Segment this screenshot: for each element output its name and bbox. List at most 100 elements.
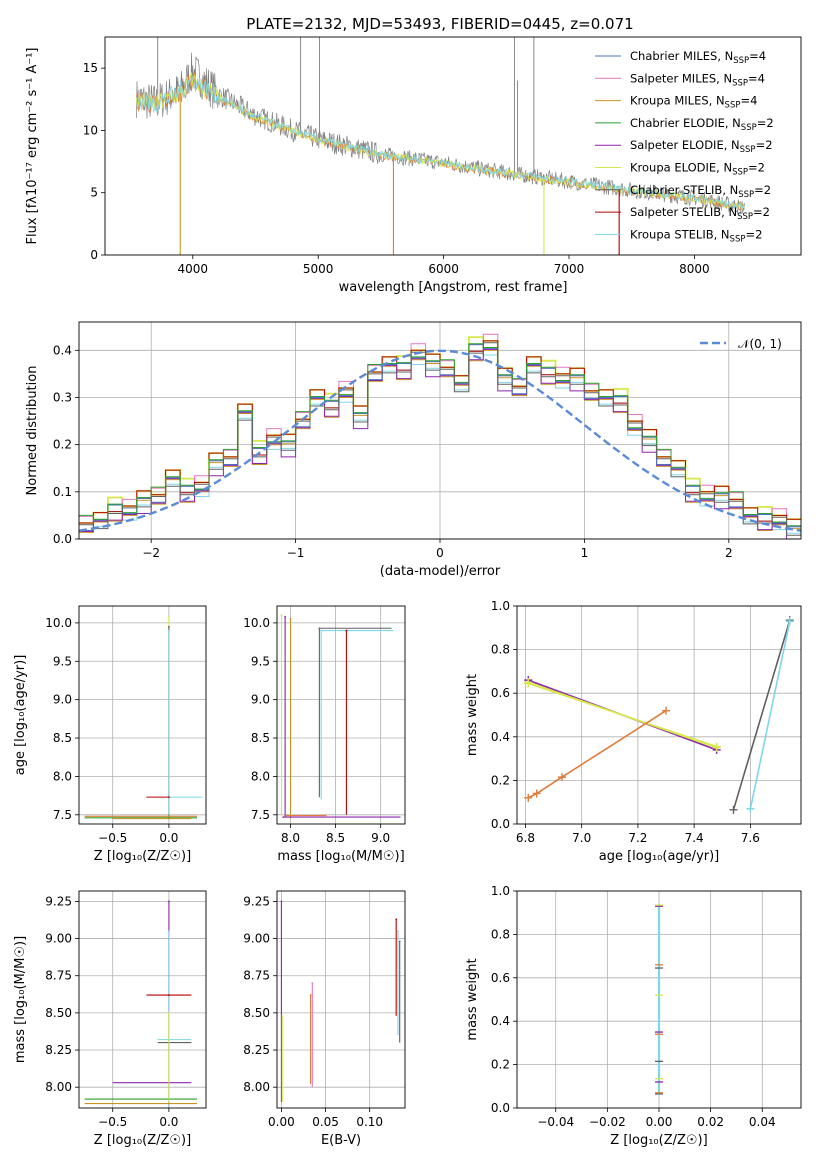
legend-label: Kroupa STELIB, NSSP=2 <box>630 227 762 244</box>
data-point <box>168 615 170 618</box>
legend-label-text: Kroupa MILES, N <box>630 94 725 108</box>
gaussian-reference-curve <box>79 349 801 532</box>
x-tick-label: 5000 <box>303 262 334 276</box>
x-tick-label: 8.0 <box>281 831 300 845</box>
data-point <box>168 625 170 628</box>
plus-marker <box>557 773 566 782</box>
spectrum-plot-area <box>135 37 745 255</box>
data-point <box>311 982 314 985</box>
x-tick-label: −2 <box>142 546 160 560</box>
data-point <box>318 627 321 630</box>
y-tick-label: 5 <box>90 186 98 200</box>
y-tick-label: 7.5 <box>53 808 72 822</box>
x-tick-label: 8.5 <box>326 831 345 845</box>
weight-age-line <box>527 681 717 749</box>
mass-vs-metallicity-panel: −0.5 0.0 8.00 8.25 8.50 8.75 9.00 9.25 Z [log₁₀(… <box>13 890 207 1148</box>
y-tick-label: 0.2 <box>53 438 72 452</box>
residual-histogram-panel: −2 −1 0 1 2 0.0 0.1 0.2 0.3 0.4 (data-model)/error… <box>25 321 802 579</box>
data-point <box>284 615 287 618</box>
y-tick-label: 1.0 <box>491 884 510 898</box>
data-point <box>309 994 312 996</box>
plus-marker <box>712 743 721 752</box>
y-tick-label: 0.2 <box>491 1058 510 1072</box>
y-tick-label: 7.5 <box>251 808 270 822</box>
y-tick-label: 15 <box>83 61 98 75</box>
legend-label-text: Salpeter STELIB, N <box>630 205 737 219</box>
legend-label-tail: =2 <box>757 116 774 130</box>
y-tick-label: 8.50 <box>45 1006 72 1020</box>
data-point <box>168 796 170 799</box>
x-tick-label: 9.0 <box>371 831 390 845</box>
plus-marker <box>729 805 738 814</box>
x-tick-label: 0.10 <box>356 1115 383 1129</box>
x-tick-label: 0.0 <box>159 1115 178 1129</box>
data-point <box>168 994 170 996</box>
x-tick-label: 0.04 <box>749 1115 776 1129</box>
weight-age-line <box>732 619 791 811</box>
legend-label-tail: =2 <box>754 183 771 197</box>
legend-label-sub: SSP <box>740 145 756 155</box>
legend-label: Kroupa ELODIE, NSSP=2 <box>630 161 765 178</box>
data-point <box>280 614 283 617</box>
errorbar-plot-area <box>280 614 401 819</box>
legend-label-text: Chabrier STELIB, N <box>630 183 738 197</box>
y-axis-label: mass weight <box>465 958 480 1040</box>
legend-label-tail: =2 <box>748 161 765 175</box>
data-point <box>280 900 283 903</box>
weight-age-plot-area <box>524 616 794 814</box>
x-tick-label: 4000 <box>178 262 209 276</box>
x-tick-label: 6000 <box>428 262 459 276</box>
histogram-plot-area <box>79 333 801 539</box>
y-tick-label: 8.00 <box>243 1080 270 1094</box>
y-tick-label: 9.25 <box>243 894 270 908</box>
data-point <box>281 1014 284 1017</box>
data-point <box>285 814 287 817</box>
x-axis-label: Z [log₁₀(Z/Z☉)] <box>94 1133 191 1148</box>
legend-label: Chabrier ELODIE, NSSP=2 <box>630 116 774 133</box>
axes-frame <box>78 605 207 825</box>
data-point <box>320 629 323 632</box>
axes-frame <box>276 890 406 1109</box>
histogram-step-line <box>79 348 801 539</box>
y-tick-label: 8.0 <box>251 769 270 783</box>
weight-age-line <box>749 621 791 809</box>
x-tick-label: 0.0 <box>159 831 178 845</box>
legend-label: 𝒩(0, 1) <box>738 337 782 351</box>
y-tick-label: 9.25 <box>45 894 72 908</box>
x-tick-label: 7.6 <box>741 831 760 845</box>
y-tick-label: 9.00 <box>243 932 270 946</box>
axes-frame <box>78 321 802 540</box>
plus-marker <box>532 789 541 798</box>
plus-marker <box>524 793 533 802</box>
data-point <box>398 940 401 943</box>
y-tick-label: 0.8 <box>491 927 510 941</box>
y-tick-label: 0.3 <box>53 390 72 404</box>
x-tick-label: 0.02 <box>697 1115 724 1129</box>
x-axis-label: Z [log₁₀(Z/Z☉)] <box>94 849 191 864</box>
legend-label: Salpeter ELODIE, NSSP=2 <box>630 138 773 155</box>
mass-vs-extinction-panel: 0.00 0.05 0.10 8.00 8.25 8.50 8.75 9.00 9.25 E(B-… <box>243 890 406 1148</box>
legend-label: Salpeter MILES, NSSP=4 <box>630 71 765 88</box>
y-axis-label: Normed distribution <box>25 366 40 496</box>
age-vs-metallicity-panel: −0.5 0.0 7.5 8.0 8.5 9.0 9.5 10.0 Z [log₁₀(Z/Z☉)… <box>13 605 207 864</box>
x-tick-label: −0.02 <box>589 1115 626 1129</box>
x-axis-label: E(B-V) <box>321 1133 361 1148</box>
y-tick-label: 0.6 <box>491 686 510 700</box>
x-tick-label: 6.8 <box>516 831 535 845</box>
legend-label-tail: =4 <box>748 71 765 85</box>
y-tick-label: 8.0 <box>53 769 72 783</box>
spectrum-panel: 4000 5000 6000 7000 8000 0 5 10 15 wavelength [An… <box>25 36 802 295</box>
data-point <box>168 900 170 903</box>
x-tick-label: 2 <box>725 546 733 560</box>
y-tick-label: 0.0 <box>491 817 510 831</box>
x-tick-label: 1 <box>581 546 589 560</box>
x-tick-label: 7.0 <box>572 831 591 845</box>
x-axis-label: wavelength [Angstrom, rest frame] <box>339 280 568 295</box>
y-tick-label: 10 <box>83 123 98 137</box>
data-point <box>168 629 170 632</box>
y-tick-label: 0 <box>90 248 98 262</box>
x-tick-label: 7.2 <box>628 831 647 845</box>
data-point <box>345 629 348 632</box>
axes-frame <box>78 890 207 1109</box>
data-point <box>289 618 292 620</box>
